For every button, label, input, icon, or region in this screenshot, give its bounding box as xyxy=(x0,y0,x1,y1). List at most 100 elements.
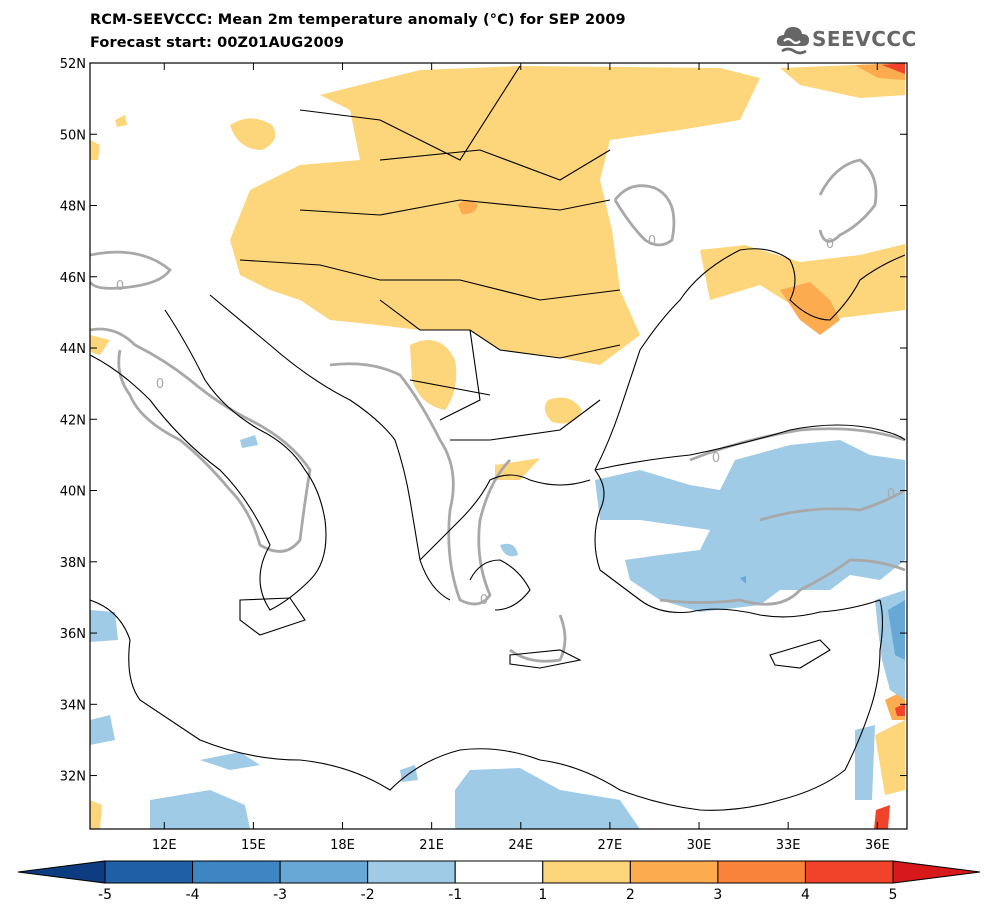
warm3-area-sinai-spot xyxy=(895,704,905,716)
map-frame xyxy=(89,62,908,830)
cool-area-israel xyxy=(855,725,875,800)
colorbar-segment xyxy=(104,860,194,884)
cool2-area-levant xyxy=(888,600,905,660)
lat-tick-label: 42N xyxy=(60,413,86,428)
forecast-start-label: Forecast start: 00Z01AUG2009 xyxy=(90,35,345,51)
warm-area-bulgaria xyxy=(544,397,582,424)
turkey-west-coast xyxy=(594,469,605,571)
black-sea-south xyxy=(594,424,906,471)
lat-tick-label: 38N xyxy=(60,556,86,571)
border-1 xyxy=(239,65,621,441)
cool-area-libya xyxy=(150,790,250,829)
zero-contour-moldova xyxy=(613,184,676,247)
lon-tick-label: 36E xyxy=(865,838,890,853)
map-content: 0 0 0 0 0 0 0 xyxy=(90,63,906,829)
lat-tick-label: 40N xyxy=(60,485,86,500)
lat-tick-label: 44N xyxy=(60,342,86,357)
warm-area-central-europe xyxy=(230,66,760,365)
cool-area-algeria xyxy=(90,715,115,745)
warm-area-romania-south xyxy=(410,340,457,410)
colorbar-label: 5 xyxy=(889,887,898,903)
colorbar-segment xyxy=(367,860,456,884)
zero-contour-balkans xyxy=(329,362,511,606)
colorbar-segment xyxy=(542,860,631,884)
cool-anomaly-areas-2 xyxy=(740,576,905,660)
warm-area-west-edge xyxy=(90,140,100,160)
lon-tick-label: 12E xyxy=(152,838,177,853)
logo-text: SEEVCCC xyxy=(812,27,917,51)
lon-tick-label: 30E xyxy=(687,838,712,853)
colorbar-label: 4 xyxy=(801,887,810,903)
colorbar-label: -2 xyxy=(361,887,375,903)
black-sea-west xyxy=(594,248,791,471)
zero-contour-italy xyxy=(90,327,312,553)
adriatic-coast-east xyxy=(209,294,451,601)
colorbar-segment xyxy=(717,860,806,884)
warm-anomaly-areas xyxy=(90,63,905,829)
zero-contour-alps xyxy=(90,250,172,290)
crimea xyxy=(789,254,906,321)
coastlines-borders xyxy=(90,65,906,811)
cloud-logo-icon xyxy=(776,27,809,55)
colorbar-label: -1 xyxy=(448,887,462,903)
chart-title: RCM-SEEVCCC: Mean 2m temperature anomaly… xyxy=(90,12,626,28)
lat-tick-label: 50N xyxy=(60,128,86,143)
warm-area-libya xyxy=(90,800,102,829)
zero-contour-anatolia-loop xyxy=(759,488,906,522)
warm-area-italy-north xyxy=(90,335,110,355)
contour-label: 0 xyxy=(648,234,656,249)
colorbar-segment xyxy=(192,860,281,884)
lat-tick-label: 52N xyxy=(60,57,86,72)
colorbar-label: 2 xyxy=(626,887,635,903)
warm2-area-slovakia xyxy=(458,200,478,215)
cool-area-tunisia xyxy=(90,610,118,642)
lat-tick-label: 34N xyxy=(60,698,86,713)
colorbar-over-arrow xyxy=(892,860,981,884)
contour-label: 0 xyxy=(887,487,895,502)
lon-tick-label: 18E xyxy=(330,838,355,853)
zero-contour-ukraine xyxy=(818,158,878,243)
turkey-south-coast xyxy=(599,569,881,618)
contour-label: 0 xyxy=(480,593,488,608)
lon-tick-label: 33E xyxy=(776,838,801,853)
cool-area-greece-west xyxy=(500,543,518,557)
colorbar-label: -3 xyxy=(273,887,287,903)
warm-area-black-sea-coast xyxy=(700,244,905,318)
crete xyxy=(509,649,582,669)
colorbar-label: 1 xyxy=(538,887,547,903)
warm3-area-northeast xyxy=(882,63,905,74)
zero-contour-greece xyxy=(509,614,567,663)
italy-coast xyxy=(90,309,327,611)
contour-label: 0 xyxy=(826,237,834,252)
greece-coast xyxy=(419,474,591,611)
lat-tick-label: 48N xyxy=(60,200,86,215)
colorbar-segment xyxy=(629,860,719,884)
lon-tick-label: 27E xyxy=(598,838,623,853)
cyprus xyxy=(769,639,831,669)
contour-label: 0 xyxy=(712,451,720,466)
cool-area-italy xyxy=(240,435,258,448)
colorbar-label: -4 xyxy=(186,887,200,903)
colorbar-segment xyxy=(454,860,544,884)
warm-anomaly-areas-3 xyxy=(874,63,905,829)
warm2-area-crimea xyxy=(780,282,840,335)
colorbar-segment xyxy=(804,860,894,884)
contour-label: 0 xyxy=(156,377,164,392)
lon-tick-label: 15E xyxy=(241,838,266,853)
sicily xyxy=(239,597,306,636)
lon-tick-label: 21E xyxy=(419,838,444,853)
warm3-area-south-corner xyxy=(874,805,890,829)
africa-coast xyxy=(90,599,781,811)
warm-area-ireland-dot xyxy=(115,115,127,127)
colorbar-segment xyxy=(279,860,369,884)
zero-contour-turkey xyxy=(659,558,906,606)
warm-area-czech xyxy=(230,118,276,150)
zero-contour-lines xyxy=(90,158,906,663)
longitude-axis: 12E 15E 18E 21E 24E 27E 30E 33E 36E xyxy=(152,63,890,853)
levant-coast xyxy=(779,599,884,801)
lat-tick-label: 36N xyxy=(60,627,86,642)
lat-tick-label: 32N xyxy=(60,770,86,785)
colorbar: -5 -4 -3 -2 -1 1 2 3 4 5 xyxy=(17,860,981,903)
cool-anomaly-areas xyxy=(90,435,905,829)
